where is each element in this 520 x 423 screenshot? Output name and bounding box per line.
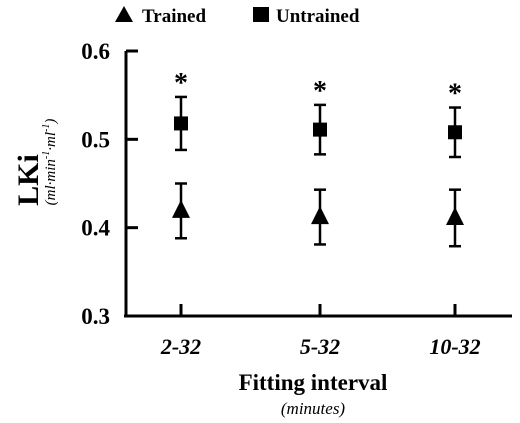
data-point-untrained bbox=[174, 116, 188, 131]
y-tick-label: 0.3 bbox=[81, 304, 110, 329]
y-axis-label: LKi bbox=[12, 154, 45, 206]
y-tick-label: 0.4 bbox=[81, 216, 110, 241]
x-tick-label: 2-32 bbox=[160, 334, 201, 359]
data-point-trained bbox=[446, 206, 464, 225]
x-tick-label: 10-32 bbox=[429, 334, 480, 359]
legend-label-untrained: Untrained bbox=[276, 6, 360, 27]
significance-asterisk: * bbox=[174, 68, 188, 99]
legend: Trained Untrained bbox=[115, 6, 360, 27]
data-point-trained bbox=[172, 199, 190, 218]
y-axis-unit: (ml·min-1·ml-1) bbox=[41, 119, 59, 206]
data-point-untrained bbox=[313, 122, 327, 137]
x-axis-label: Fitting interval bbox=[239, 370, 388, 395]
y-tick-label: 0.6 bbox=[81, 39, 110, 64]
x-axis-sublabel: (minutes) bbox=[281, 399, 346, 418]
data-point-untrained bbox=[448, 125, 462, 140]
legend-label-trained: Trained bbox=[142, 6, 206, 27]
significance-asterisk: * bbox=[448, 79, 462, 110]
data-point-trained bbox=[311, 206, 329, 225]
legend-triangle-icon bbox=[115, 6, 133, 22]
data-marks: * * * bbox=[172, 68, 464, 248]
axes bbox=[124, 51, 512, 318]
x-tick-label: 5-32 bbox=[300, 334, 340, 359]
x-ticks: 2-32 5-32 10-32 bbox=[160, 304, 481, 359]
y-axis-title: LKi (ml·min-1·ml-1) bbox=[12, 119, 59, 206]
y-ticks: 0.3 0.4 0.5 0.6 bbox=[81, 39, 138, 329]
y-tick-label: 0.5 bbox=[81, 127, 110, 152]
legend-square-icon bbox=[253, 7, 269, 22]
significance-asterisk: * bbox=[313, 76, 327, 107]
